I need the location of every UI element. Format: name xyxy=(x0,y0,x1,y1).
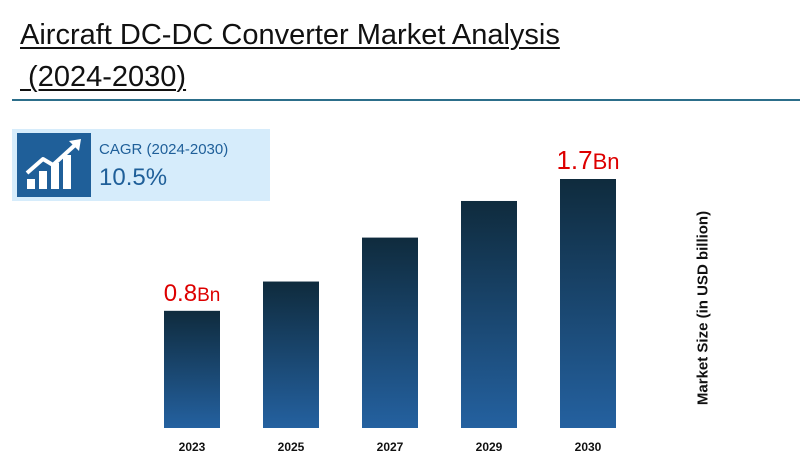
bar-2030 xyxy=(560,179,616,428)
title-line-2: (2024-2030) xyxy=(20,61,187,93)
x-tick-label: 2023 xyxy=(179,440,206,454)
y-axis-label: Market Size (in USD billion) xyxy=(694,210,712,406)
x-tick-label: 2027 xyxy=(377,440,404,454)
cagr-card: CAGR (2024-2030) 10.5% xyxy=(12,129,270,201)
x-tick-label: 2025 xyxy=(278,440,305,454)
page-title: Aircraft DC-DC Converter Market Analysis… xyxy=(20,14,560,98)
bar-2023 xyxy=(164,310,220,428)
growth-chart-arrow-icon xyxy=(17,133,91,197)
bar-2027 xyxy=(362,237,418,428)
x-tick-label: 2030 xyxy=(575,440,602,454)
title-line-1: Aircraft DC-DC Converter Market Analysis xyxy=(20,19,560,51)
cagr-label: CAGR (2024-2030) xyxy=(99,141,229,158)
bar-2025 xyxy=(263,281,319,428)
data-label-2023: 0.8Bn xyxy=(164,280,221,307)
bar-2029 xyxy=(461,200,517,428)
cagr-value: 10.5% xyxy=(99,164,168,191)
x-tick-label: 2029 xyxy=(476,440,503,454)
data-label-2030: 1.7Bn xyxy=(556,145,619,175)
title-divider xyxy=(12,99,800,101)
